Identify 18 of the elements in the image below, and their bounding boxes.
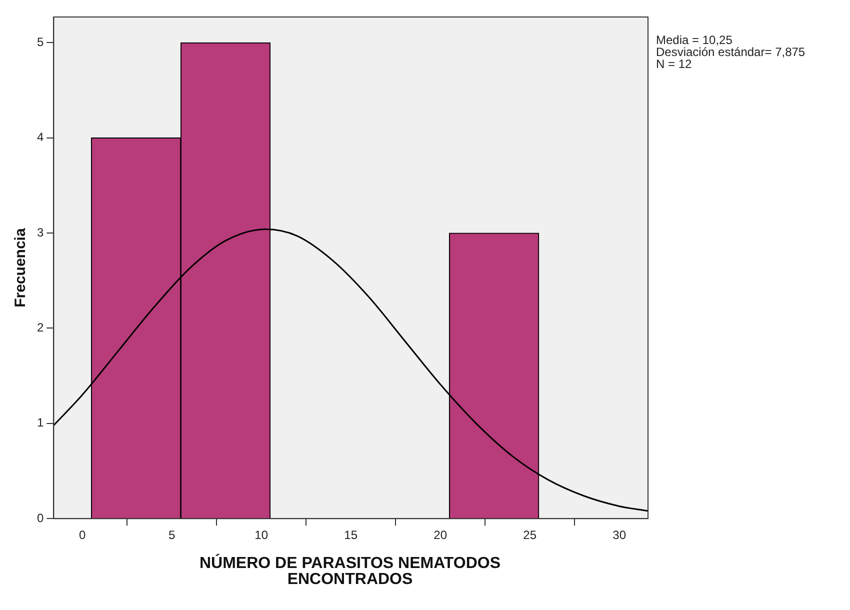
text: Desviación estándar= 7,875: [656, 45, 806, 59]
x-tick-label: 20: [434, 528, 448, 542]
y-tick-label: 4: [36, 130, 44, 144]
x-axis-title: NÚMERO DE PARASITOS NEMATODOS ENCONTRADOS: [198, 555, 502, 588]
text: Media = 10,25: [656, 33, 734, 47]
x-tick-label: 15: [344, 528, 358, 542]
y-tick-label: 0: [36, 510, 44, 525]
x-tick-label: 30: [612, 528, 626, 542]
y-tick-label: 2: [36, 320, 44, 335]
y-tick-label: 1: [36, 416, 44, 430]
x-tick-label: 5: [168, 528, 176, 542]
y-axis-title: Frecuencia: [12, 228, 30, 308]
text: N = 12: [656, 57, 693, 71]
y-tick-label: 5: [36, 35, 44, 50]
x-tick-label: 10: [254, 528, 268, 542]
y-tick-label: 3: [36, 225, 44, 240]
x-tick-label: 0: [78, 528, 86, 542]
x-tick-label: 25: [523, 528, 537, 542]
